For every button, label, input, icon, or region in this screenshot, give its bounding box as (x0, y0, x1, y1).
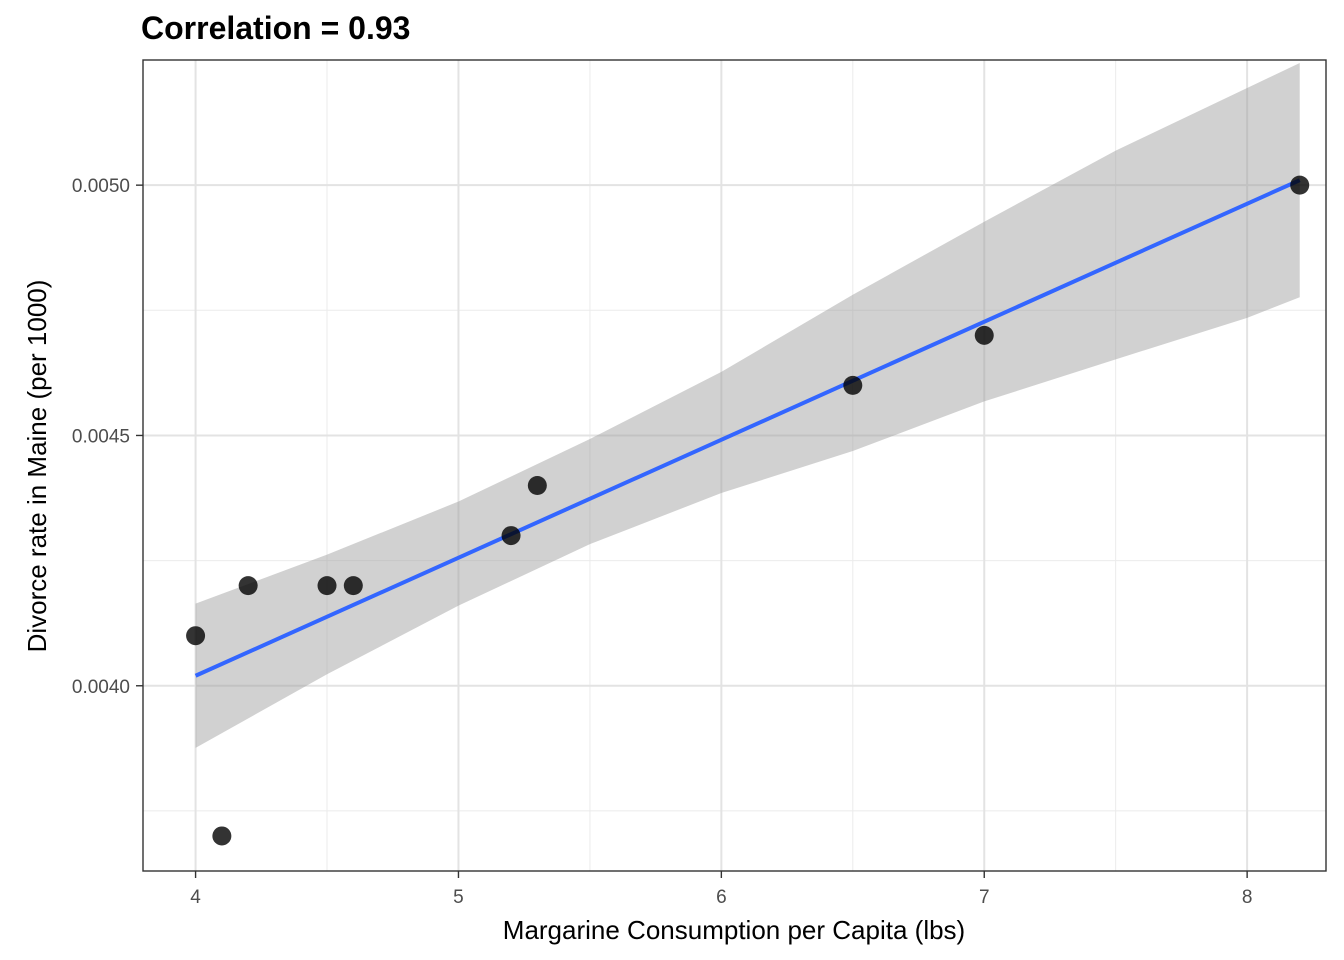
data-point (212, 826, 232, 846)
x-tick-label: 6 (716, 887, 727, 908)
data-point (1290, 175, 1310, 195)
data-point (501, 526, 521, 546)
data-point (317, 576, 337, 596)
data-point (527, 476, 547, 496)
fit-line (194, 178, 1301, 678)
data-points (186, 175, 1310, 846)
x-axis-title: Margarine Consumption per Capita (lbs) (503, 915, 965, 945)
x-tick-label: 5 (453, 887, 464, 908)
data-point (343, 576, 363, 596)
data-point (974, 325, 994, 345)
x-axis-ticks: 4 5 6 7 8 (190, 871, 1252, 908)
chart-title: Correlation = 0.93 (141, 10, 410, 46)
data-point (843, 375, 863, 395)
y-axis-title: Divorce rate in Maine (per 1000) (22, 280, 52, 653)
major-gridlines (143, 60, 1326, 871)
data-point (186, 626, 206, 646)
data-point (238, 576, 258, 596)
minor-gridlines (143, 59, 1326, 871)
confidence-band (195, 63, 1300, 748)
y-tick-label: 0.0050 (72, 176, 130, 197)
x-tick-label: 8 (1242, 887, 1253, 908)
x-tick-label: 4 (190, 887, 201, 908)
regression-line (194, 178, 1301, 678)
y-tick-label: 0.0040 (72, 677, 130, 698)
x-tick-label: 7 (979, 887, 990, 908)
panel-border (142, 59, 1327, 872)
y-axis-ticks: 0.0040 0.0045 0.0050 (72, 176, 143, 698)
y-tick-label: 0.0045 (72, 426, 130, 447)
confidence-band-area (195, 63, 1300, 748)
